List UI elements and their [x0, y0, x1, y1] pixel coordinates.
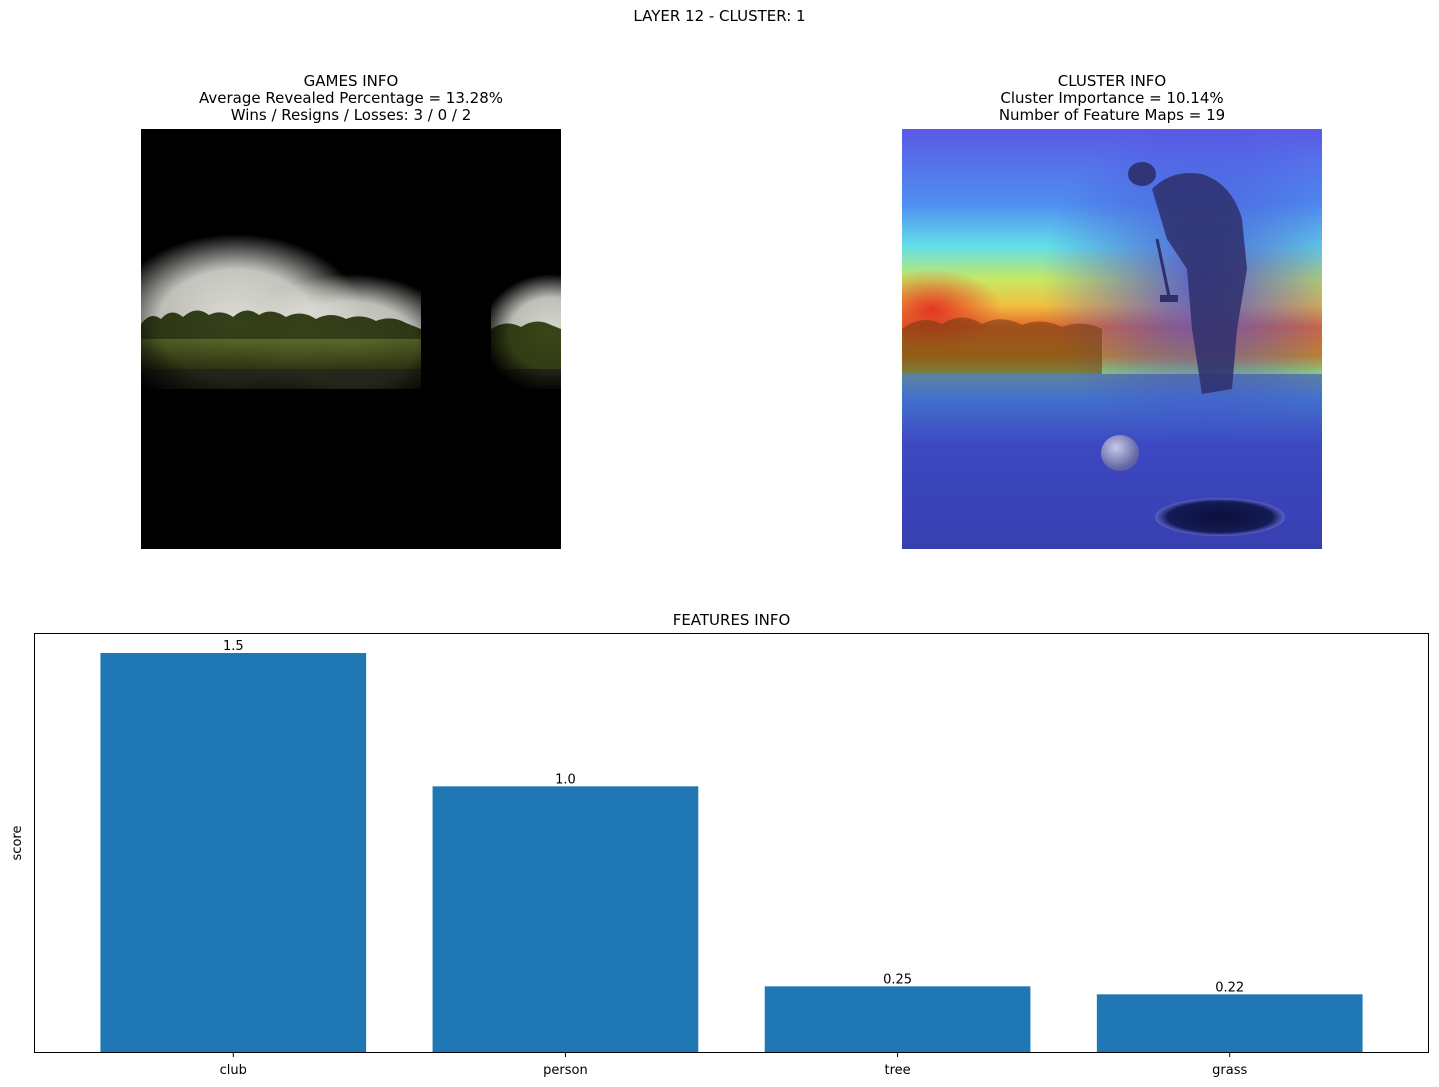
bar-value-label: 0.25 — [883, 972, 912, 987]
bar-value-label: 1.5 — [223, 639, 244, 654]
games-info-title-block: GAMES INFO Average Revealed Percentage =… — [141, 73, 561, 124]
figure-title: LAYER 12 - CLUSTER: 1 — [633, 7, 806, 25]
plot-frame — [34, 633, 1429, 1053]
games-info-title: GAMES INFO — [303, 72, 399, 90]
cluster-heatmap-image — [902, 129, 1322, 549]
cluster-info-title: CLUSTER INFO — [1057, 72, 1167, 90]
y-axis-label: score — [10, 826, 25, 861]
x-tick-label: person — [543, 1063, 588, 1078]
cluster-importance: Cluster Importance = 10.14% — [1000, 89, 1224, 107]
bar-value-label: 0.22 — [1215, 980, 1244, 995]
x-tick-label: club — [220, 1063, 247, 1078]
bar-value-label: 1.0 — [555, 772, 576, 787]
bar-grass — [1096, 994, 1363, 1053]
average-revealed-percentage: Average Revealed Percentage = 13.28% — [198, 89, 503, 107]
revealed-image-drawing — [141, 129, 561, 549]
wins-resigns-losses: Wins / Resigns / Losses: 3 / 0 / 2 — [230, 106, 472, 124]
features-info-title: FEATURES INFO — [672, 611, 791, 629]
cluster-heatmap-drawing — [902, 129, 1322, 549]
bar-club — [100, 653, 367, 1053]
x-tick-label: grass — [1212, 1063, 1247, 1078]
number-of-feature-maps: Number of Feature Maps = 19 — [998, 106, 1226, 124]
bar-tree — [764, 986, 1031, 1053]
revealed-image — [141, 129, 561, 549]
cluster-info-title-block: CLUSTER INFO Cluster Importance = 10.14%… — [902, 73, 1322, 124]
x-tick-label: tree — [884, 1063, 910, 1078]
bar-person — [432, 786, 699, 1053]
